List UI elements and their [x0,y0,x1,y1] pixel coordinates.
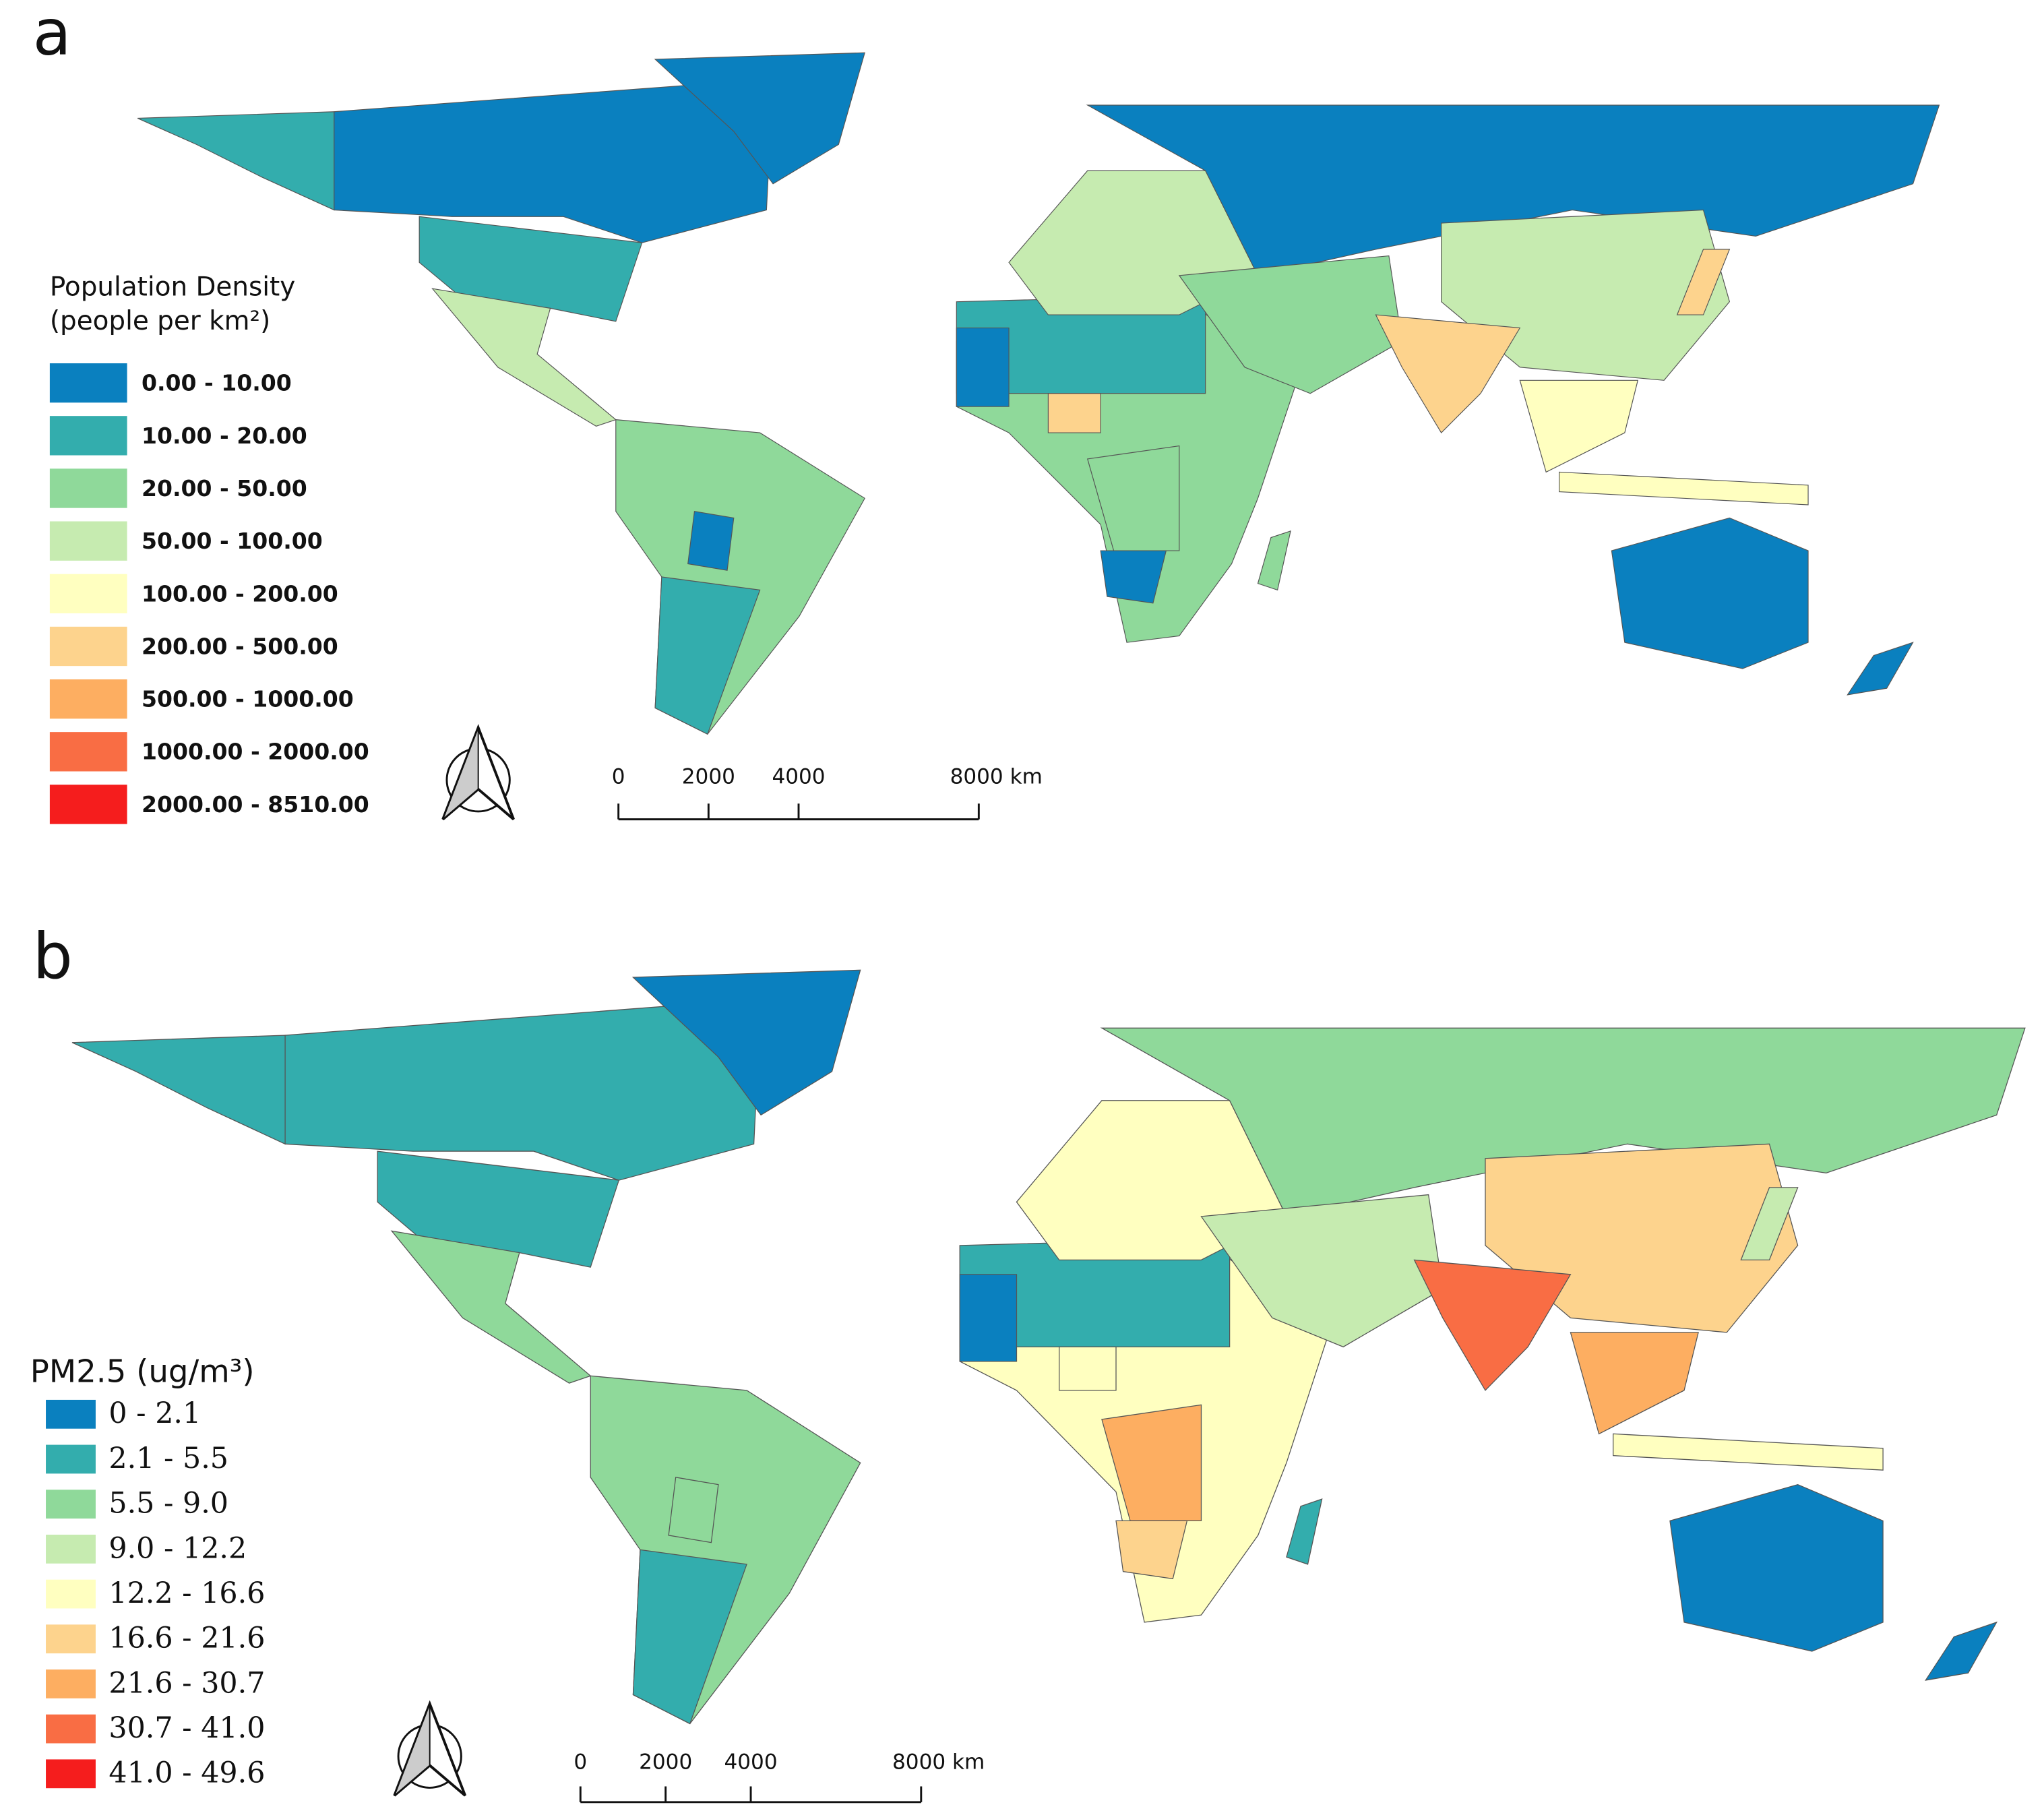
legend-title: PM2.5 (ug/m³) [30,1354,255,1390]
country [1375,314,1521,434]
legend-label: 50.00 - 100.00 [142,528,323,554]
legend-label: 10.00 - 20.00 [142,423,307,449]
country [632,1549,747,1725]
panel: b PM2.5 (ug/m³) 0 - 2.1 2.1 - 5.5 5.5 - 9.0 9… [30,920,2026,1804]
country [956,327,1010,407]
legend-label: 200.00 - 500.00 [142,633,338,659]
legend-swatch [46,1759,96,1789]
country [1570,1332,1699,1435]
country [631,969,861,1116]
legend-label: 5.5 - 9.0 [109,1487,228,1521]
legend-swatch [49,363,127,403]
country [1676,249,1731,315]
scale-tick-label: 8000 km [892,1750,985,1774]
country [1519,379,1639,473]
legend-label: 0.00 - 10.00 [142,370,292,396]
country [1200,1194,1444,1348]
legend-swatch [46,1624,96,1654]
legend-swatch [46,1444,96,1474]
scale-tick-label: 0 [612,764,625,789]
country [687,511,735,571]
legend-label: 20.00 - 50.00 [142,475,307,501]
country [1413,1259,1572,1391]
country [1669,1483,1884,1652]
country [1047,393,1101,433]
legend: PM2.5 (ug/m³) 0 - 2.1 2.1 - 5.5 5.5 - 9.0 9.… [30,1354,266,1790]
legend-title: Population Density [50,272,295,303]
legend-label: 2.1 - 5.5 [109,1442,228,1475]
country [1115,1520,1188,1580]
world-map [71,969,2026,1725]
panel: a Population Density(people per km²) 0.00 … [33,0,1940,824]
legend-subtitle: (people per km²) [50,306,270,336]
legend-swatch [46,1714,96,1744]
country [1286,1498,1323,1565]
legend-label: 21.6 - 30.7 [109,1666,265,1700]
country [668,1477,719,1543]
legend-swatch [49,785,127,824]
country [1100,550,1167,604]
country [137,111,335,211]
country [71,1035,286,1145]
scale-bar [617,803,980,821]
legend-swatch [49,521,127,561]
country [1178,255,1402,394]
legend-label: 0 - 2.1 [109,1397,201,1430]
country [1257,530,1291,591]
legend-label: 41.0 - 49.6 [109,1756,265,1790]
legend-label: 16.6 - 21.6 [109,1622,265,1655]
legend-swatch [46,1669,96,1698]
country [1059,1346,1117,1391]
scale-bar [579,1786,923,1804]
country [1740,1187,1799,1260]
world-map [137,52,1940,735]
legend-swatch [46,1399,96,1429]
legend-label: 12.2 - 16.6 [109,1576,265,1610]
legend-swatch [49,468,127,508]
legend-swatch [46,1490,96,1519]
country [1086,445,1180,551]
legend-label: 2000.00 - 8510.00 [142,791,369,818]
country [1611,517,1809,669]
country [590,1375,861,1725]
country [1086,104,1940,276]
scale-tick-label: 2000 [682,764,735,789]
legend-swatch [49,574,127,613]
legend-swatch [46,1579,96,1609]
legend-swatch [49,679,127,719]
legend-swatch [49,626,127,667]
north-arrow [441,724,515,821]
country [654,52,865,185]
country [959,1274,1018,1362]
legend-label: 30.7 - 41.0 [109,1711,265,1745]
country [1613,1433,1884,1471]
legend-swatch [49,732,127,772]
scale-tick-label: 4000 [772,764,825,789]
legend-label: 9.0 - 12.2 [109,1531,247,1565]
country [1924,1621,1998,1681]
scale-tick-label: 8000 km [950,764,1043,789]
north-arrow-half [394,1703,431,1796]
country [1101,1404,1202,1522]
panel-label: a [33,0,71,69]
scale-tick-label: 4000 [724,1750,777,1774]
legend: Population Density(people per km²) 0.00 -… [49,272,369,824]
scale-tick-label: 2000 [639,1750,692,1774]
north-arrow-half [442,727,479,820]
legend-swatch [46,1534,96,1564]
legend-label: 1000.00 - 2000.00 [142,739,369,765]
country [1559,471,1809,505]
legend-swatch [49,416,127,456]
country [1100,1027,2026,1217]
legend-label: 100.00 - 200.00 [142,580,338,607]
country [1847,642,1914,696]
country [654,576,761,735]
country [615,419,865,735]
north-arrow [393,1700,467,1797]
panel-label: b [33,920,73,993]
scale-tick-label: 0 [574,1750,587,1774]
legend-label: 500.00 - 1000.00 [142,686,354,712]
